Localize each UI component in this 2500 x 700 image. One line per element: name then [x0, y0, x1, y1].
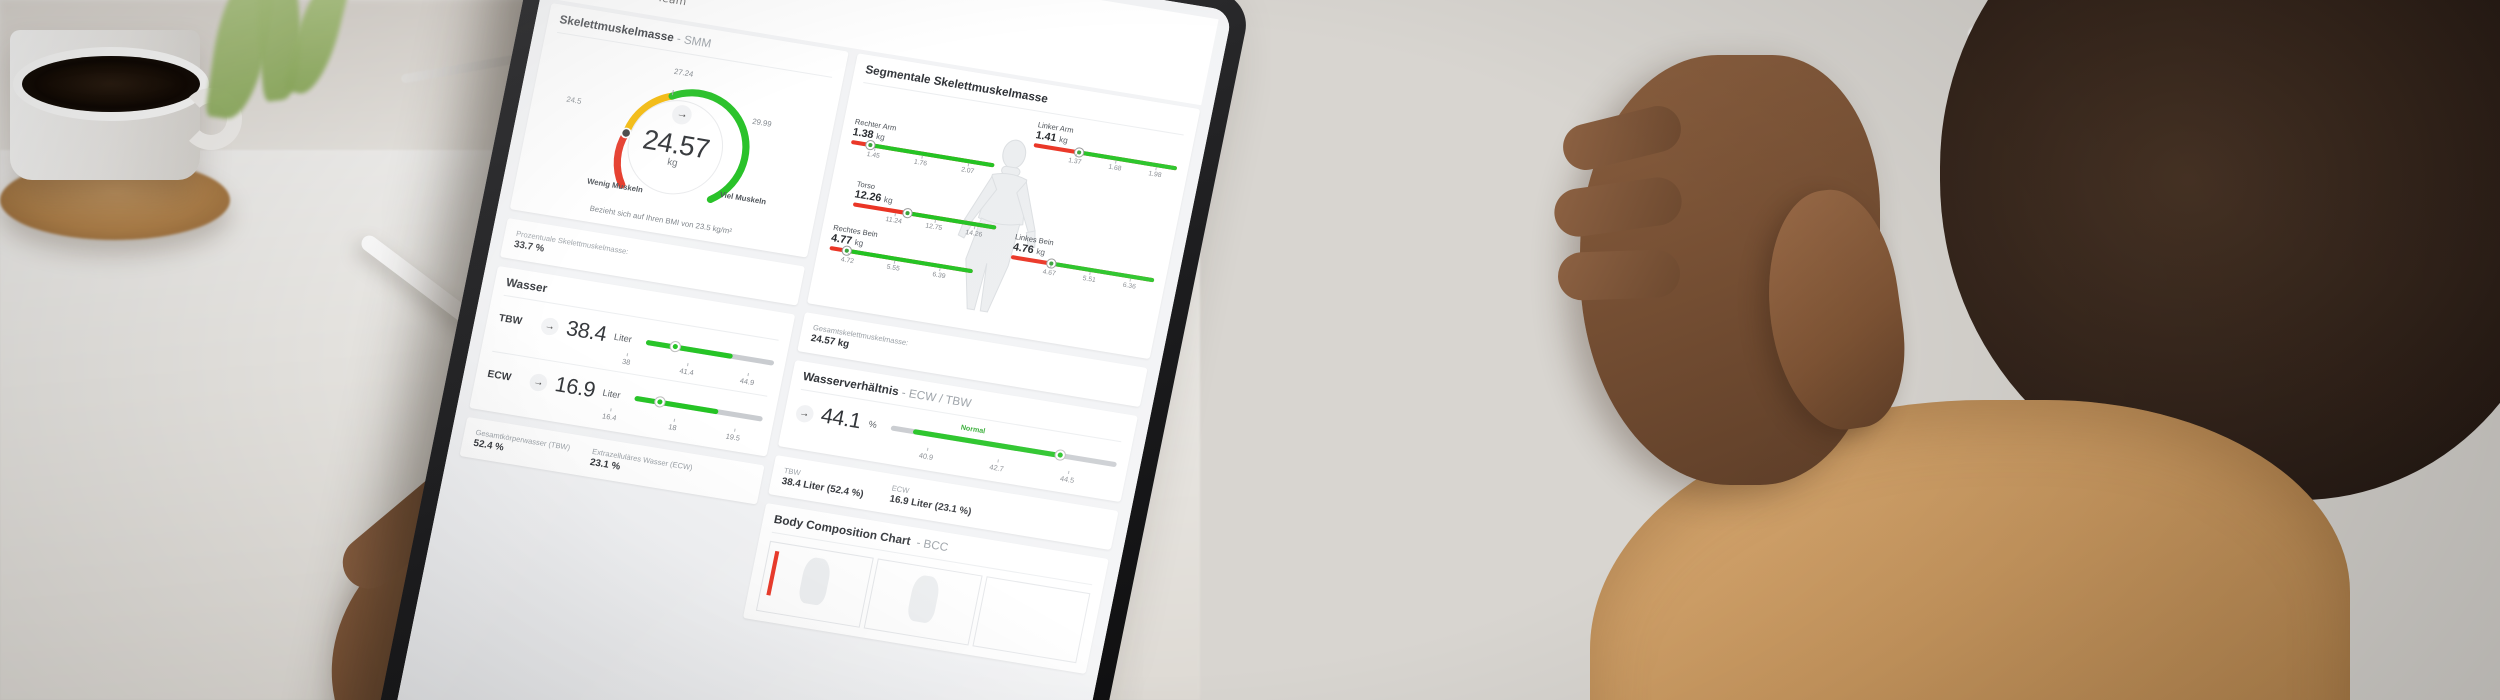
bcc-cell-3 — [971, 576, 1091, 664]
tablet-device: essenz Dr. Heike Niemeier und Team — [357, 0, 1253, 700]
segment-linkes-bein-tick-1: 5.51 — [1082, 271, 1097, 284]
skeletal-muscle-mass-card: Skelettmuskelmasse - SMM — [509, 3, 849, 258]
water-summary-tbw: Gesamtkörperwasser (TBW) 52.4 % — [472, 428, 571, 464]
smm-title-suffix: - SMM — [675, 33, 713, 51]
right-column: Segmentale Skelettmuskelmasse — [742, 53, 1201, 675]
ratio-summary-ecw: ECW 16.9 Liter (23.1 %) — [888, 483, 974, 517]
segment-rechter-arm-number: 1.38 — [851, 125, 875, 142]
water-ratio-tick-0: 40.9 — [918, 447, 935, 462]
water-ratio-title-text: Wasserverhältnis — [801, 370, 900, 399]
report-grid: Skelettmuskelmasse - SMM — [437, 3, 1201, 675]
segment-rechter-arm-unit: kg — [875, 131, 886, 143]
segment-linkes-bein-unit: kg — [1035, 246, 1046, 258]
smm-gauge-container: → 24.57 kg 24.5 27.24 29.99 Wenig Muskel… — [525, 41, 830, 236]
tbw-unit: Liter — [613, 331, 633, 345]
brand-tagline-line2: und Team — [631, 0, 693, 9]
smm-title-text: Skelettmuskelmasse — [558, 13, 675, 45]
bcc-cell-2 — [863, 558, 983, 646]
left-column: Skelettmuskelmasse - SMM — [437, 3, 849, 616]
segment-linker-arm-number: 1.41 — [1034, 129, 1058, 145]
tablet-bezel: essenz Dr. Heike Niemeier und Team — [357, 0, 1253, 700]
water-ratio-unit: % — [867, 418, 878, 431]
segment-rechter-arm: Rechter Arm 1.38 kg 1.45 1. — [848, 117, 999, 179]
plant — [204, 0, 385, 123]
ecw-knob[interactable] — [654, 396, 666, 408]
segment-torso-tick-2: 14.26 — [965, 225, 984, 239]
water-ratio-tick-2: 44.5 — [1059, 470, 1076, 485]
water-summary-ecw: Extrazelluläres Wasser (ECW) 23.1 % — [589, 447, 694, 484]
bcc-red-bar — [765, 550, 779, 596]
ecw-tick-2: 19.5 — [725, 427, 742, 442]
bcc-figure-1 — [797, 556, 834, 607]
water-ratio-tick-1: 42.7 — [989, 458, 1006, 473]
segment-rechtes-bein-unit: kg — [853, 237, 865, 249]
tablet-screen[interactable]: essenz Dr. Heike Niemeier und Team — [377, 0, 1233, 700]
tbw-label: TBW — [497, 312, 524, 327]
segment-linkes-bein-tick-2: 6.36 — [1122, 278, 1137, 291]
coffee-cup — [10, 30, 242, 180]
body-figure-illustration — [957, 139, 1036, 313]
segmental-diagram: Rechter Arm 1.38 kg 1.45 1. — [819, 91, 1181, 348]
ecw-tick-1: 18 — [668, 418, 679, 432]
segment-linker-arm-tick-0: 1.37 — [1068, 153, 1083, 166]
segment-torso-tick-0: 11.24 — [885, 212, 903, 226]
segment-linkes-bein-number: 4.76 — [1011, 240, 1035, 257]
water-ratio-knob[interactable] — [1054, 449, 1066, 461]
tbw-knob[interactable] — [669, 341, 681, 352]
bcc-cell-1 — [755, 540, 874, 628]
tbw-arrow-icon: → — [539, 316, 561, 336]
segmental-muscle-mass-card: Segmentale Skelettmuskelmasse — [806, 53, 1201, 360]
segment-rechter-arm-tick-2: 2.07 — [960, 162, 975, 175]
segment-rechtes-bein-tick-1: 5.55 — [886, 260, 901, 273]
segment-linker-arm-tick-2: 1.98 — [1148, 166, 1163, 179]
segment-rechtes-bein-tick-2: 6.39 — [932, 267, 947, 280]
brand-logo: essenz Dr. Heike Niemeier und Team — [579, 0, 704, 9]
ecw-value: 16.9 — [552, 372, 598, 403]
ecw-tick-0: 16.4 — [601, 407, 618, 422]
segment-linkes-bein-tick-0: 4.67 — [1042, 264, 1057, 277]
smm-gauge — [613, 89, 750, 204]
tbw-value: 38.4 — [564, 316, 609, 347]
ecw-arrow-icon: → — [528, 372, 549, 392]
segment-linker-arm-unit: kg — [1058, 134, 1069, 146]
smm-tick-min: 24.5 — [565, 94, 583, 106]
ecw-label: ECW — [486, 368, 513, 384]
segment-rechtes-bein-number: 4.77 — [830, 231, 854, 248]
ratio-summary-tbw: TBW 38.4 Liter (52.4 %) — [781, 466, 867, 500]
coffee-surface — [22, 56, 200, 112]
segment-rechtes-bein-tick-0: 4.72 — [840, 252, 855, 265]
water-ratio-value: 44.1 — [818, 403, 864, 434]
water-ratio-arrow-icon: → — [794, 403, 815, 424]
tbw-tick-1: 41.4 — [679, 362, 696, 377]
bcc-figure-2 — [905, 573, 942, 625]
segment-rechter-arm-tick-1: 1.76 — [913, 155, 928, 168]
report-page: essenz Dr. Heike Niemeier und Team — [377, 0, 1233, 700]
segment-torso-unit: kg — [883, 195, 894, 206]
bcc-title-suffix: - BCC — [915, 537, 950, 555]
segment-torso-tick-1: 12.75 — [925, 218, 944, 232]
segment-linker-arm-tick-1: 1.68 — [1108, 160, 1123, 173]
segment-rechter-arm-tick-0: 1.45 — [866, 147, 881, 160]
water-ratio-status-badge: Normal — [960, 423, 986, 435]
tbw-tick-2: 44.9 — [739, 372, 756, 387]
ecw-unit: Liter — [601, 387, 622, 401]
tbw-tick-0: 38 — [621, 353, 632, 367]
